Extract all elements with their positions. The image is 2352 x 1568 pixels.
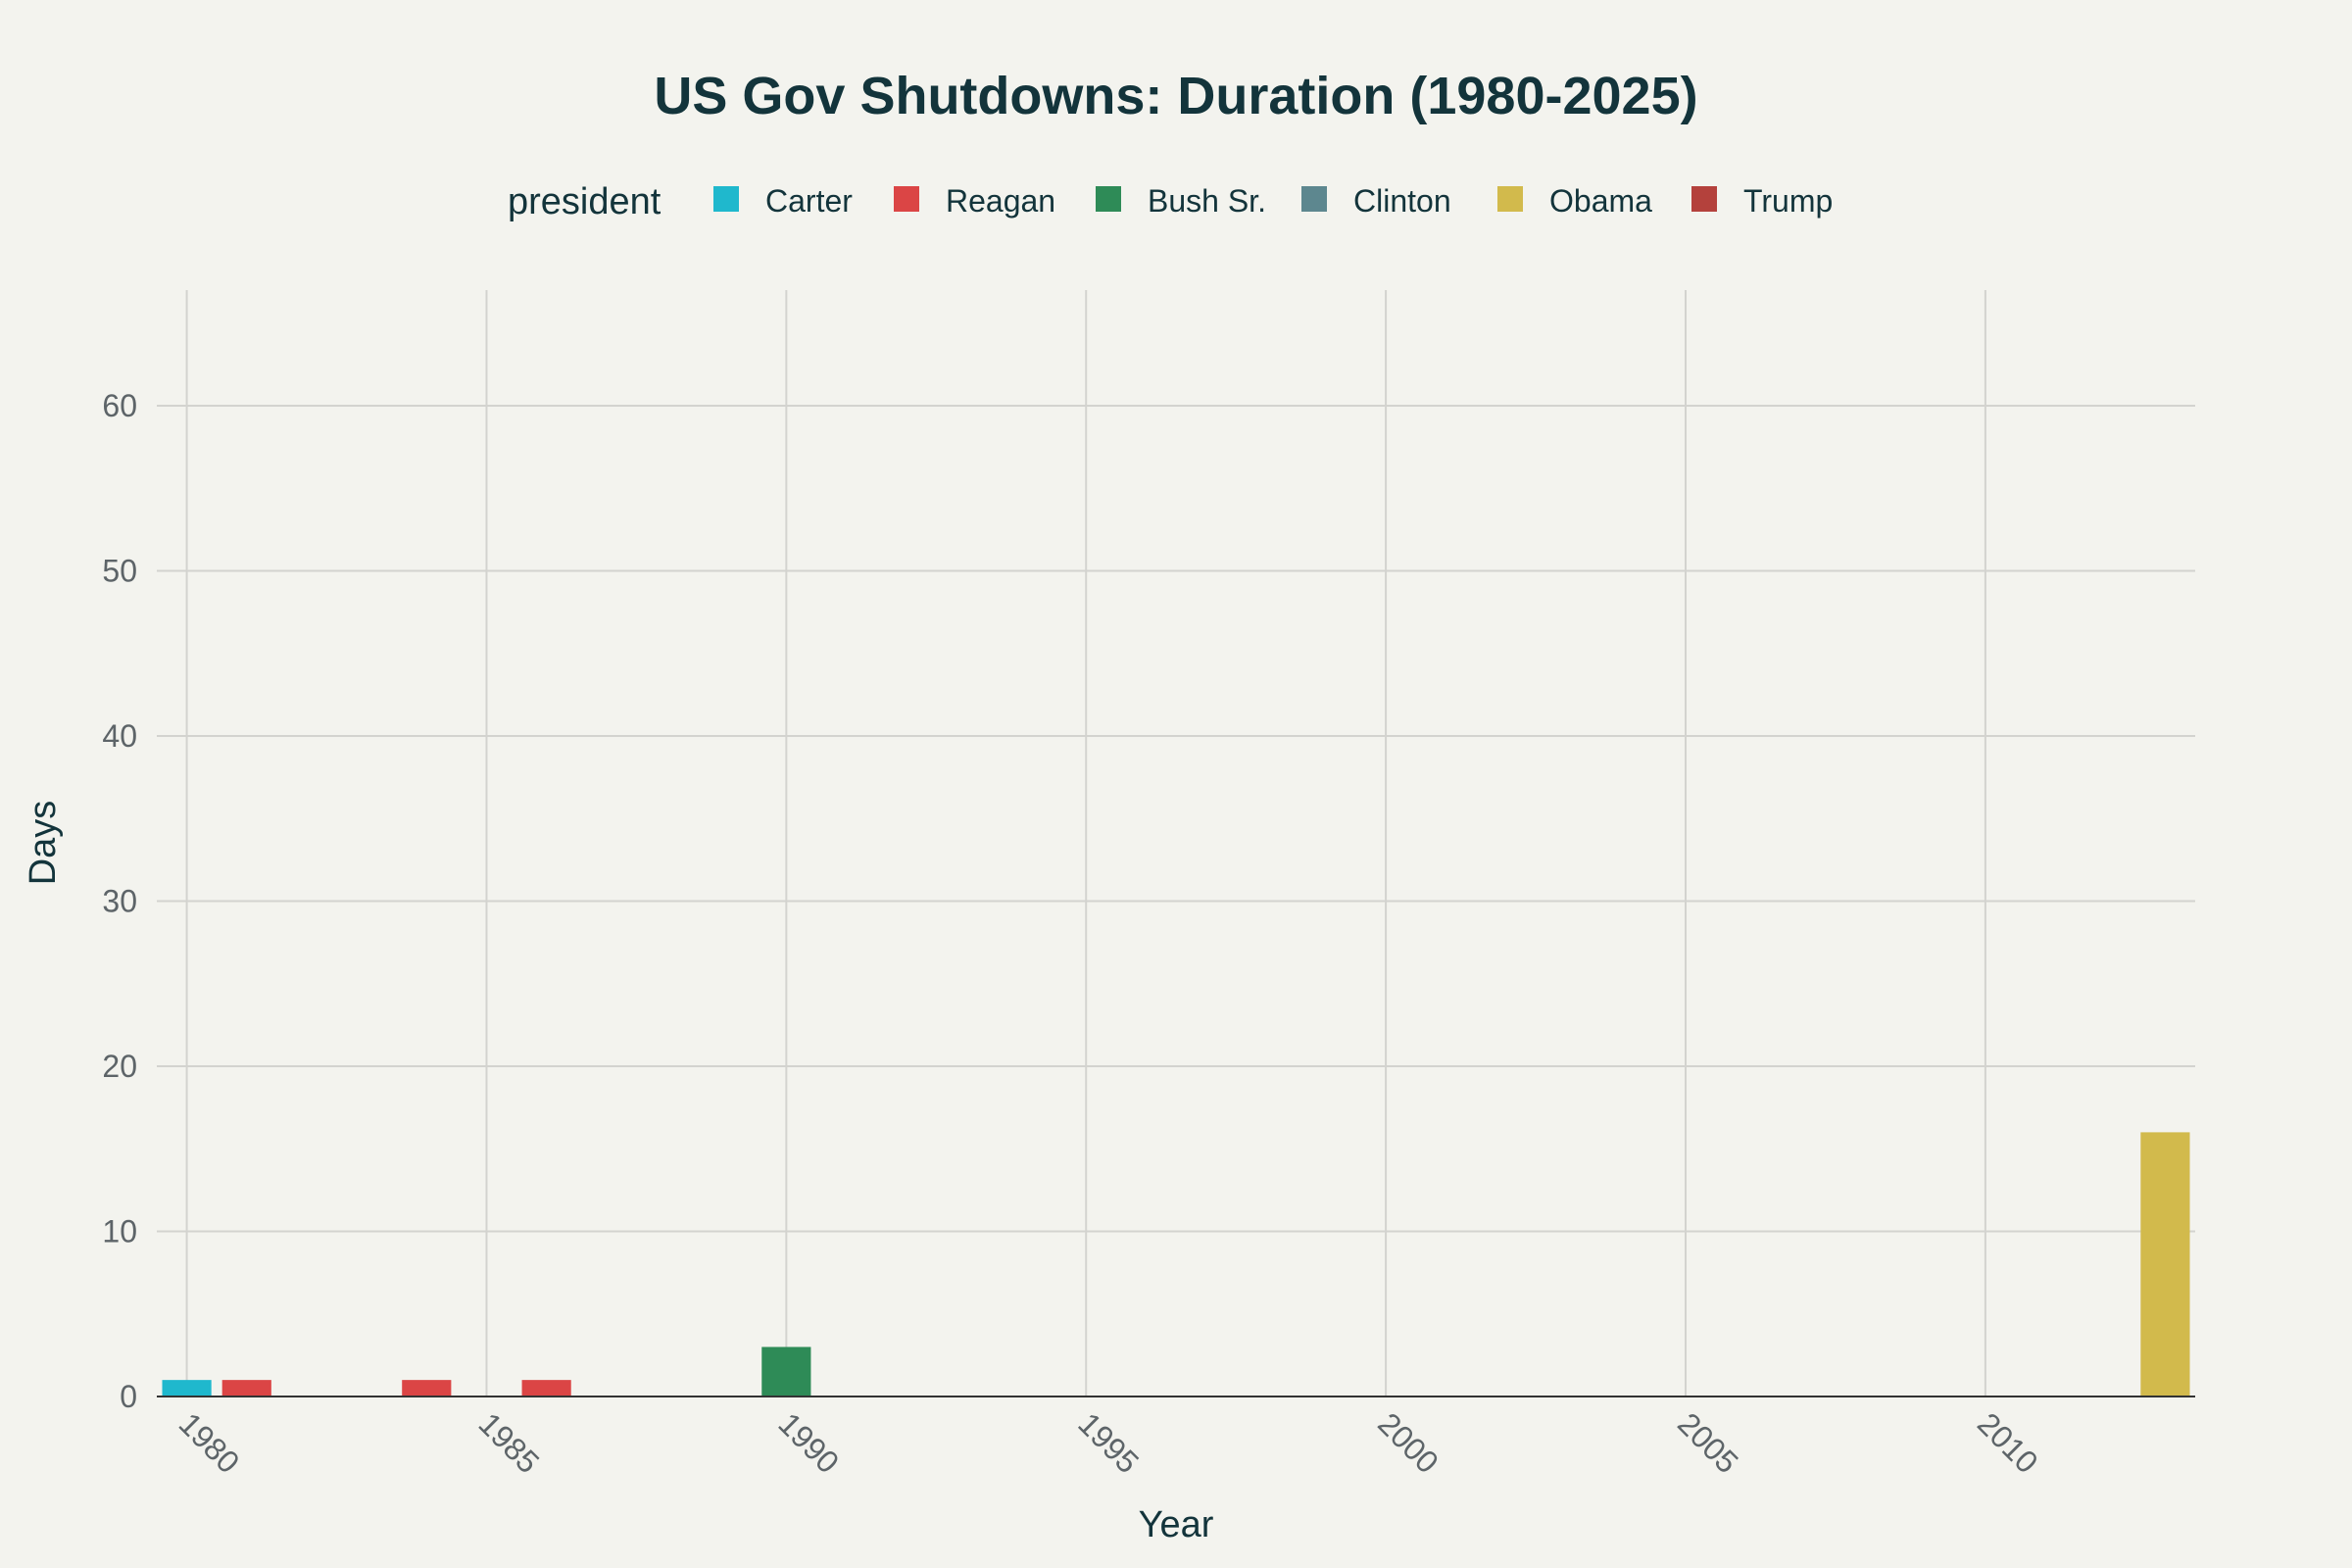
bar-reagan-1984[interactable] (402, 1380, 452, 1396)
bar-reagan-1981[interactable] (221, 1380, 271, 1396)
legend-swatch-obama (1497, 186, 1523, 212)
legend-swatch-carter (713, 186, 739, 212)
x-tick-label-1985: 1985 (472, 1405, 547, 1480)
y-tick-label-20: 20 (102, 1049, 137, 1084)
x-tick-label-1990: 1990 (771, 1405, 846, 1480)
legend-label-obama: Obama (1549, 183, 1652, 219)
legend: president Carter Reagan Bush Sr. Clinton Oba… (508, 181, 1833, 222)
grid (157, 290, 2195, 1396)
legend-swatch-trump (1691, 186, 1717, 212)
bars (162, 1132, 2190, 1396)
x-tick-label-2005: 2005 (1671, 1405, 1745, 1480)
bar-obama-2013[interactable] (2140, 1132, 2190, 1396)
y-tick-label-40: 40 (102, 718, 137, 754)
legend-label-clinton: Clinton (1353, 183, 1451, 219)
legend-title: president (508, 181, 662, 222)
legend-swatch-reagan (894, 186, 919, 212)
x-axis-ticks: 1980 1985 1990 1995 2000 2005 2010 (172, 1405, 2045, 1480)
x-tick-label-2010: 2010 (1971, 1405, 2045, 1480)
legend-label-trump: Trump (1743, 183, 1833, 219)
y-tick-label-60: 60 (102, 388, 137, 423)
x-axis-title: Year (1139, 1504, 1214, 1545)
legend-label-carter: Carter (765, 183, 853, 219)
y-tick-label-0: 0 (120, 1379, 137, 1414)
y-axis-title: Days (23, 801, 64, 886)
x-tick-label-1995: 1995 (1071, 1405, 1146, 1480)
y-tick-label-30: 30 (102, 883, 137, 918)
legend-swatch-bush-sr (1096, 186, 1121, 212)
legend-swatch-clinton (1301, 186, 1327, 212)
legend-label-reagan: Reagan (946, 183, 1055, 219)
chart-title: US Gov Shutdowns: Duration (1980-2025) (654, 67, 1697, 125)
bar-bush-sr-1990[interactable] (761, 1347, 811, 1396)
x-tick-label-1980: 1980 (172, 1405, 247, 1480)
y-tick-label-50: 50 (102, 553, 137, 588)
y-tick-label-10: 10 (102, 1213, 137, 1249)
bar-carter-1980[interactable] (162, 1380, 212, 1396)
legend-label-bush-sr: Bush Sr. (1148, 183, 1266, 219)
y-axis-ticks: 0 10 20 30 40 50 60 (102, 388, 137, 1414)
bar-reagan-1986[interactable] (521, 1380, 571, 1396)
x-tick-label-2000: 2000 (1371, 1405, 1446, 1480)
